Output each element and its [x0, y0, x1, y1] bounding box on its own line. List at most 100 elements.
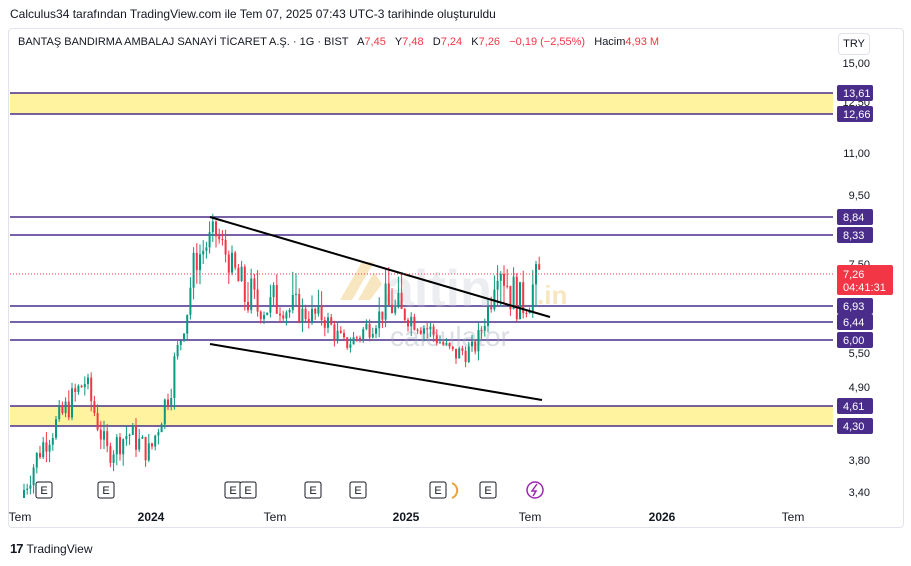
- earnings-marker-icon: E: [304, 481, 322, 499]
- candle-body: [122, 439, 125, 455]
- x-tick-label: 2026: [649, 510, 676, 524]
- level-label-box: [837, 398, 873, 414]
- candle-body: [45, 442, 48, 452]
- open-label: A: [357, 36, 365, 48]
- candle-body: [144, 437, 147, 461]
- candle-body: [291, 294, 294, 311]
- candle-body: [365, 323, 368, 330]
- candle-body: [320, 306, 323, 321]
- y-tick-label: 11,00: [843, 148, 870, 160]
- candle-body: [256, 289, 259, 312]
- price-levels: [10, 92, 833, 427]
- candle-body: [519, 282, 521, 320]
- candle-body: [48, 444, 51, 452]
- candle-body: [55, 419, 57, 438]
- candle-body: [407, 319, 409, 327]
- candles: [23, 213, 541, 498]
- candle-body: [195, 252, 198, 271]
- candle-body: [106, 431, 109, 447]
- candle-body: [93, 401, 96, 414]
- candle-body: [368, 323, 371, 338]
- candle-body: [304, 308, 307, 319]
- volume-label: Hacim: [594, 36, 626, 48]
- candle-body: [279, 313, 281, 316]
- candle-body: [183, 333, 185, 341]
- candle-body: [426, 328, 429, 330]
- candle-body: [125, 435, 128, 440]
- volume-value: 4,93 M: [625, 36, 660, 48]
- candle-body: [266, 312, 269, 315]
- level-labels: 13,61 12,66 8,84 8,33 6,93 6,44 6,00 4,61 4,30 7,…: [837, 85, 893, 434]
- candle-body: [157, 432, 160, 436]
- watermark-brand: altin: [385, 260, 492, 318]
- candle-body: [413, 316, 416, 330]
- candle-body: [39, 452, 41, 458]
- candle-body: [58, 405, 61, 420]
- level-label: 13,61: [843, 88, 871, 100]
- candle-body: [391, 304, 393, 313]
- candle-body: [269, 297, 272, 313]
- candle-body: [419, 330, 422, 334]
- earnings-marker-icon: E: [349, 481, 367, 499]
- candle-body: [343, 332, 345, 338]
- candle-body: [112, 454, 115, 463]
- candle-body: [87, 377, 89, 385]
- candle-body: [138, 438, 141, 450]
- candle-body: [499, 274, 502, 281]
- candle-body: [192, 252, 195, 288]
- level-label-box: [837, 314, 873, 330]
- level-label: 8,33: [843, 230, 864, 242]
- candle-body: [247, 301, 249, 311]
- watermark: altin .in calculator: [340, 260, 567, 352]
- symbol-legend: BANTAŞ BANDIRMA AMBALAJ SANAYİ TİCARET A…: [18, 36, 659, 48]
- candle-body: [352, 337, 355, 345]
- candle-body: [346, 337, 349, 348]
- candle-body: [199, 254, 201, 271]
- candle-body: [205, 247, 208, 251]
- currency-button[interactable]: TRY: [838, 33, 870, 55]
- candle-body: [131, 425, 134, 435]
- candle-body: [458, 348, 461, 359]
- candle-body: [215, 221, 217, 237]
- dividend-marker-icon: [451, 482, 459, 499]
- candle-body: [477, 330, 480, 352]
- candle-body: [301, 308, 304, 322]
- x-tick-label: Tem: [782, 510, 805, 524]
- candle-body: [179, 340, 182, 345]
- y-tick-label: 4,90: [849, 382, 870, 394]
- candle-body: [487, 306, 489, 326]
- candle-body: [160, 424, 163, 433]
- candle-body: [509, 285, 512, 310]
- footer-brand[interactable]: TradingView: [26, 541, 93, 556]
- earnings-marker-label: E: [229, 485, 236, 497]
- candle-body: [397, 292, 400, 308]
- watermark-suffix: .in: [537, 280, 567, 310]
- candle-body: [23, 489, 25, 498]
- earnings-marker-icon: E: [479, 481, 497, 499]
- symbol-name[interactable]: BANTAŞ BANDIRMA AMBALAJ SANAYİ TİCARET A…: [18, 36, 349, 48]
- upper-trendline: [209, 216, 551, 318]
- earnings-marker-icon: E: [97, 481, 115, 499]
- y-tick-label: 15,00: [842, 58, 870, 70]
- level-label: 12,66: [843, 109, 871, 121]
- candle-body: [461, 348, 464, 351]
- candle-body: [400, 292, 403, 309]
- candle-body: [176, 344, 179, 357]
- zone-1: [10, 406, 833, 426]
- earnings-marker-icon: E: [35, 481, 53, 499]
- earnings-marker-label: E: [434, 485, 441, 497]
- candle-body: [362, 329, 365, 339]
- candle-body: [503, 274, 505, 286]
- candle-body: [506, 285, 509, 287]
- candle-body: [71, 388, 73, 418]
- earnings-marker-icon: E: [224, 481, 242, 499]
- candle-body: [496, 280, 499, 290]
- candle-body: [173, 356, 176, 399]
- candle-body: [288, 310, 291, 313]
- x-tick-label: 2024: [138, 510, 165, 524]
- candle-body: [381, 311, 384, 320]
- candle-body: [282, 315, 285, 319]
- level-label: 6,44: [843, 317, 864, 329]
- candle-body: [333, 324, 336, 341]
